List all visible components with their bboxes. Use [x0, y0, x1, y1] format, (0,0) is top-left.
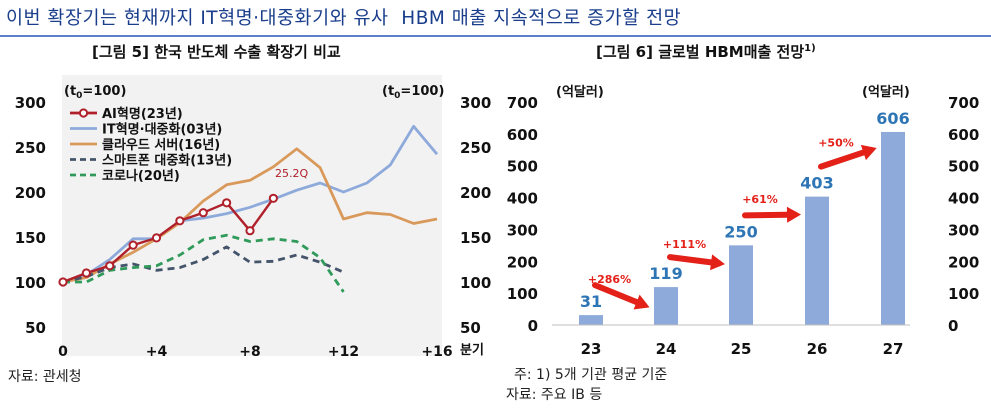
hbm-revenue-bar-chart: 0 100 200 300 400 500 600 700 0 100 200 300 400 500 6… — [507, 84, 980, 358]
x-tick-label: 23 — [581, 340, 602, 358]
left-y-tick-label: 500 — [507, 158, 538, 176]
left-y-tick-label: 300 — [15, 94, 46, 112]
right-y-tick-label: 50 — [460, 319, 481, 337]
x-tick-label: 0 — [58, 344, 68, 360]
legend-label-4: 코로나(20년) — [102, 168, 180, 184]
growth-arrow-shaft — [592, 282, 647, 309]
right-y-tick-label: 100 — [948, 285, 979, 303]
bar-value-label: 606 — [876, 109, 909, 128]
ai-data-point — [105, 261, 115, 271]
growth-rate-label: +50% — [818, 136, 854, 149]
ai-data-point — [175, 216, 185, 226]
left-y-tick-label: 200 — [15, 184, 46, 202]
legend-label-3: 스마트폰 대중화(13년) — [102, 153, 232, 169]
x-tick-label: 25 — [731, 340, 752, 358]
bar-26 — [805, 196, 829, 325]
bar-24 — [654, 287, 678, 325]
x-tick-label: 27 — [883, 340, 904, 358]
growth-rate-label: +111% — [663, 238, 706, 251]
ai-data-point — [58, 277, 68, 287]
right-note: 주: 1) 5개 기관 평균 기준 — [514, 367, 668, 383]
growth-arrow-shaft — [818, 146, 874, 170]
left-source: 자료: 관세청 — [8, 369, 82, 385]
left-y-tick-label: 600 — [507, 126, 538, 144]
legend-marker — [78, 108, 89, 118]
headline: 이번 확장기는 현재까지 IT혁명·대중화기와 유사 HBM 매출 지속적으로 … — [6, 8, 682, 29]
growth-arrow-shaft — [742, 211, 798, 219]
right-axis-unit-label: (t0=100) — [382, 84, 444, 101]
right-y-tick-label: 400 — [948, 190, 979, 208]
series-line-0 — [62, 197, 275, 284]
legend-label-2: 클라우드 서버(16년) — [102, 137, 220, 153]
right-y-tick-label: 600 — [948, 126, 979, 144]
ai-data-point — [222, 198, 232, 208]
right-y-tick-label: 0 — [948, 317, 958, 335]
right-chart-title: [그림 6] 글로벌 HBM매출 전망1) — [596, 41, 816, 62]
ai-data-point — [198, 208, 208, 218]
ai-data-point — [245, 226, 255, 236]
right-y-tick-label: 300 — [460, 94, 491, 112]
left-chart-title: [그림 5] 한국 반도체 수출 확장기 비교 — [92, 43, 341, 61]
x-tick-label: +12 — [328, 344, 359, 360]
right-chart-right-unit: (억달러) — [862, 84, 910, 100]
x-axis-unit-label: 분기 — [460, 343, 484, 358]
growth-arrow-head — [860, 144, 877, 161]
bar-value-label: 31 — [580, 292, 602, 311]
bar-25 — [729, 245, 753, 325]
left-y-tick-label: 0 — [528, 317, 538, 335]
right-y-tick-label: 100 — [460, 274, 491, 292]
left-y-tick-label: 250 — [15, 139, 46, 157]
left-y-tick-label: 100 — [15, 274, 46, 292]
plot-background — [62, 75, 442, 356]
bar-23 — [579, 315, 603, 325]
x-tick-label: 26 — [807, 340, 828, 358]
growth-rate-label: +286% — [588, 273, 631, 286]
bar-value-label: 403 — [800, 174, 833, 193]
series-line-1 — [62, 124, 439, 284]
ai-data-point — [151, 233, 162, 243]
legend-label-1: IT혁명·대중화(03년) — [102, 122, 222, 138]
x-tick-label: 24 — [656, 340, 677, 358]
ai-data-point — [128, 240, 138, 250]
ai-data-point — [268, 193, 278, 203]
right-chart-title-text: [그림 6] 글로벌 HBM매출 전망 — [596, 43, 805, 61]
right-chart-left-unit: (억달러) — [556, 84, 604, 100]
right-y-tick-label: 500 — [948, 158, 979, 176]
left-axis-unit-label: (t0=100) — [64, 84, 126, 101]
bar-27 — [881, 131, 905, 325]
bar-value-label: 250 — [724, 222, 757, 241]
right-y-tick-label: 150 — [460, 229, 491, 247]
right-chart-title-footnote-mark: 1) — [804, 43, 816, 54]
growth-arrow-head — [633, 294, 650, 310]
left-y-tick-label: 400 — [507, 190, 538, 208]
left-y-tick-label: 150 — [15, 229, 46, 247]
growth-arrow-head — [710, 254, 725, 271]
headline-divider — [0, 35, 991, 37]
series-line-2 — [62, 147, 438, 284]
legend-label-0: AI혁명(23년) — [102, 106, 183, 122]
x-tick-label: +4 — [146, 344, 168, 360]
right-y-tick-label: 200 — [460, 184, 491, 202]
left-y-tick-label: 100 — [507, 285, 538, 303]
left-y-tick-label: 300 — [507, 221, 538, 239]
ai-data-point — [81, 268, 91, 278]
right-y-tick-label: 250 — [460, 139, 491, 157]
growth-rate-label: +61% — [742, 193, 778, 206]
growth-arrow-head — [786, 206, 801, 223]
annotation-25-2q: 25.2Q — [275, 167, 308, 180]
right-source: 자료: 주요 IB 등 — [506, 387, 603, 403]
right-y-tick-label: 200 — [948, 253, 979, 271]
bar-value-label: 119 — [649, 264, 682, 283]
left-y-tick-label: 700 — [507, 94, 538, 112]
right-y-tick-label: 300 — [948, 221, 979, 239]
semiconductor-export-line-chart: 50 100 150 200 250 300 50 100 150 200 250 300 0 +4 +… — [15, 75, 491, 360]
left-y-tick-label: 200 — [507, 253, 538, 271]
x-tick-label: +16 — [421, 344, 452, 360]
x-tick-label: +8 — [239, 344, 260, 360]
left-y-tick-label: 50 — [25, 319, 46, 337]
growth-arrow-shaft — [667, 254, 722, 267]
right-y-tick-label: 700 — [948, 94, 979, 112]
